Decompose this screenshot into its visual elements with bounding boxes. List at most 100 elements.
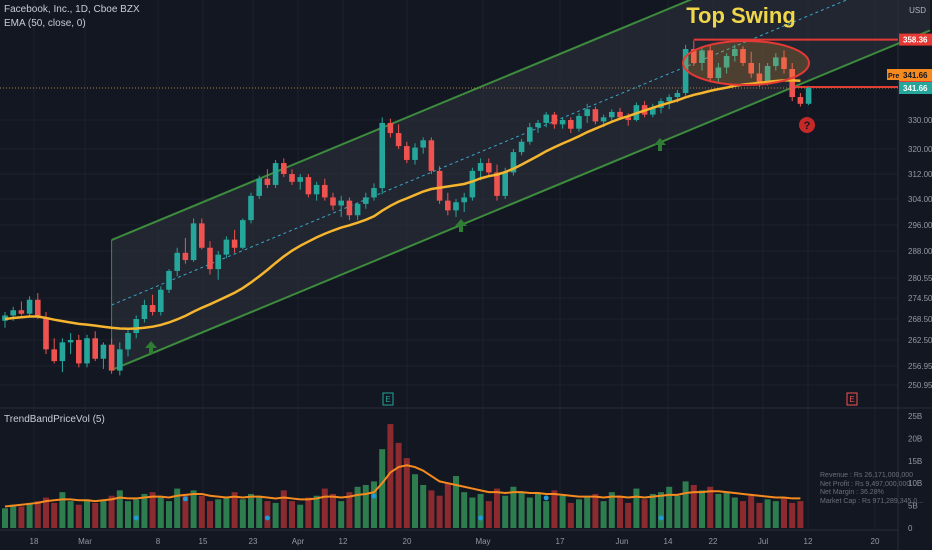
volume-bar [543,501,550,528]
candles [2,40,812,376]
volume-bar [674,495,681,528]
candle-body [486,163,492,173]
candle-body [59,342,66,362]
volume-signal-dot [543,495,549,501]
volume-bar [387,424,394,528]
candle-body [609,111,615,118]
volume-bar [34,501,41,528]
time-tick-label: 8 [156,537,161,546]
volume-signal-dot [371,493,377,499]
price-tag [899,69,932,81]
time-tick-label: 20 [871,537,880,546]
symbol-legend[interactable]: Facebook, Inc., 1D, Cboe BZX [4,4,140,15]
candle-body [313,184,320,195]
candle-body [10,310,16,316]
candle-body [207,247,213,270]
candle-body [535,122,541,128]
volume-bar [297,504,304,528]
candle-body [584,109,590,116]
candle-body [518,141,525,153]
time-tick-label: 15 [199,537,208,546]
candle-body [617,111,623,118]
indicator-legend[interactable]: TrendBandPriceVol (5) [4,414,105,425]
volume-bar [756,502,763,528]
candle-body [559,120,566,125]
up-arrow-icon [145,341,157,354]
candle-body [289,174,295,182]
price-tick-label: 320.00 [908,145,932,154]
volume-bar [141,493,148,528]
volume-bar [436,495,443,528]
candle-body [723,56,730,68]
candle-body [67,340,74,343]
candle-body [84,338,90,364]
candle-body [240,220,246,248]
candle-body [469,170,476,198]
volume-bar [182,493,189,528]
volume-bar [682,481,689,528]
volume-bar [535,493,541,528]
price-tick-label: 330.00 [908,116,932,125]
volume-bar [731,497,738,528]
candle-body [371,188,377,198]
volume-bar [51,502,58,528]
candle-body [650,107,656,115]
candle-body [404,146,410,160]
volume-bar [715,493,722,528]
volume-bar [67,501,74,528]
candle-body [502,172,508,196]
earnings-marker-label: E [385,395,390,404]
time-tick-label: Apr [292,537,305,546]
candle-body [305,177,312,195]
candle-body [666,97,672,102]
time-tick-label: 12 [804,537,813,546]
candle-body [682,49,689,93]
top-swing-oval [682,40,810,86]
price-tick-label: 268.50 [908,315,932,324]
volume-bars [2,424,804,528]
price-tag [899,82,932,94]
volume-bar [10,504,17,528]
candle-body [781,57,787,69]
candle-body [436,170,443,201]
candle-body [363,197,369,204]
candle-body [740,49,746,63]
pre-tag [887,69,899,80]
time-tick-label: Jul [758,537,768,546]
volume-bar [485,501,492,528]
volume-bar [75,504,82,528]
currency-label[interactable]: USD [909,6,926,15]
volume-bar [174,488,181,528]
candle-body [149,305,156,312]
candle-body [707,50,713,78]
question-icon [799,117,815,133]
volume-bar [723,492,730,528]
candle-body [527,127,533,142]
volume-bar [239,499,246,528]
volume-bar [166,501,172,528]
candle-body [756,73,763,84]
earnings-marker-label: E [849,395,854,404]
volume-bar [494,488,500,528]
time-tick-label: Mar [78,537,92,546]
ema-legend[interactable]: EMA (50, close, 0) [4,18,86,29]
volume-bar [772,501,779,528]
candle-body [428,140,435,171]
volume-bar [444,483,451,528]
volume-bar [92,502,99,528]
volume-bar [379,449,386,528]
time-tick-label: 23 [249,537,258,546]
ema-line [4,79,801,331]
candle-body [256,178,262,196]
volume-bar [125,501,131,528]
volume-bar [256,495,263,528]
volume-bar [510,486,517,528]
volume-bar [272,502,279,528]
time-tick-label: Jun [616,537,629,546]
volume-bar [600,501,607,528]
candle-body [51,349,57,362]
volume-bar [354,486,361,528]
candle-body [445,200,451,211]
candle-body [699,50,705,63]
